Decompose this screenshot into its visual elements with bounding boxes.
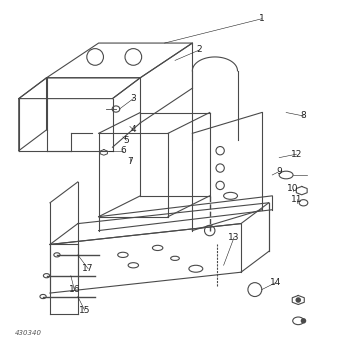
- Text: 1: 1: [259, 14, 265, 23]
- Text: 14: 14: [270, 278, 281, 287]
- Text: 15: 15: [79, 306, 90, 315]
- Circle shape: [301, 318, 306, 324]
- Text: 9: 9: [276, 167, 282, 176]
- Text: 6: 6: [120, 146, 126, 155]
- Text: 13: 13: [228, 233, 240, 242]
- Text: 10: 10: [287, 184, 299, 194]
- Text: 4: 4: [131, 125, 136, 134]
- Text: 12: 12: [291, 150, 302, 159]
- Circle shape: [295, 297, 301, 303]
- Text: 3: 3: [131, 94, 136, 103]
- Text: 17: 17: [83, 264, 94, 273]
- Text: 7: 7: [127, 156, 133, 166]
- Text: 2: 2: [196, 46, 202, 55]
- Text: 430340: 430340: [15, 330, 42, 336]
- Text: 8: 8: [301, 111, 306, 120]
- Text: 16: 16: [69, 285, 80, 294]
- Text: 5: 5: [124, 136, 129, 145]
- Text: 11: 11: [291, 195, 302, 204]
